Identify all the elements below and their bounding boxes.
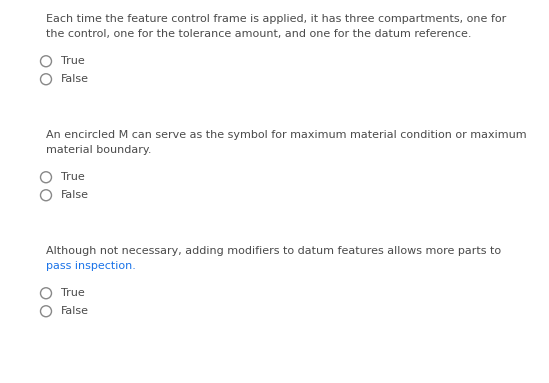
Text: An encircled M can serve as the symbol for maximum material condition or maximum: An encircled M can serve as the symbol f… [46,130,526,140]
Text: False: False [61,74,89,84]
Text: Each time the feature control frame is applied, it has three compartments, one f: Each time the feature control frame is a… [46,14,506,24]
Text: True: True [61,288,85,298]
Text: True: True [61,56,85,66]
Text: Although not necessary, adding modifiers to datum features allows more parts to: Although not necessary, adding modifiers… [46,246,501,256]
Text: material boundary.: material boundary. [46,145,152,155]
Text: True: True [61,172,85,182]
Text: False: False [61,190,89,200]
Text: False: False [61,306,89,316]
Text: the control, one for the tolerance amount, and one for the datum reference.: the control, one for the tolerance amoun… [46,29,472,39]
Text: pass inspection.: pass inspection. [46,261,136,271]
